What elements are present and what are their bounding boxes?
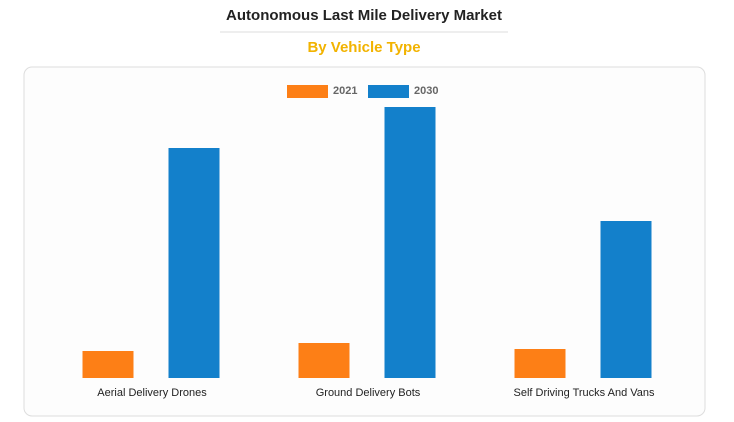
bar — [298, 343, 350, 378]
legend-swatch — [287, 85, 328, 98]
x-tick-label: Ground Delivery Bots — [316, 387, 421, 399]
bar — [168, 148, 220, 378]
chart-subtitle: By Vehicle Type — [307, 39, 420, 56]
bar — [514, 349, 566, 378]
bar — [384, 107, 436, 378]
legend-swatch — [368, 85, 409, 98]
chart-title: Autonomous Last Mile Delivery Market — [226, 7, 502, 24]
bar — [82, 351, 134, 378]
x-tick-label: Self Driving Trucks And Vans — [513, 387, 655, 399]
legend-label: 2030 — [414, 85, 438, 97]
x-tick-label: Aerial Delivery Drones — [97, 387, 207, 399]
bar — [600, 221, 652, 378]
legend-label: 2021 — [333, 85, 357, 97]
